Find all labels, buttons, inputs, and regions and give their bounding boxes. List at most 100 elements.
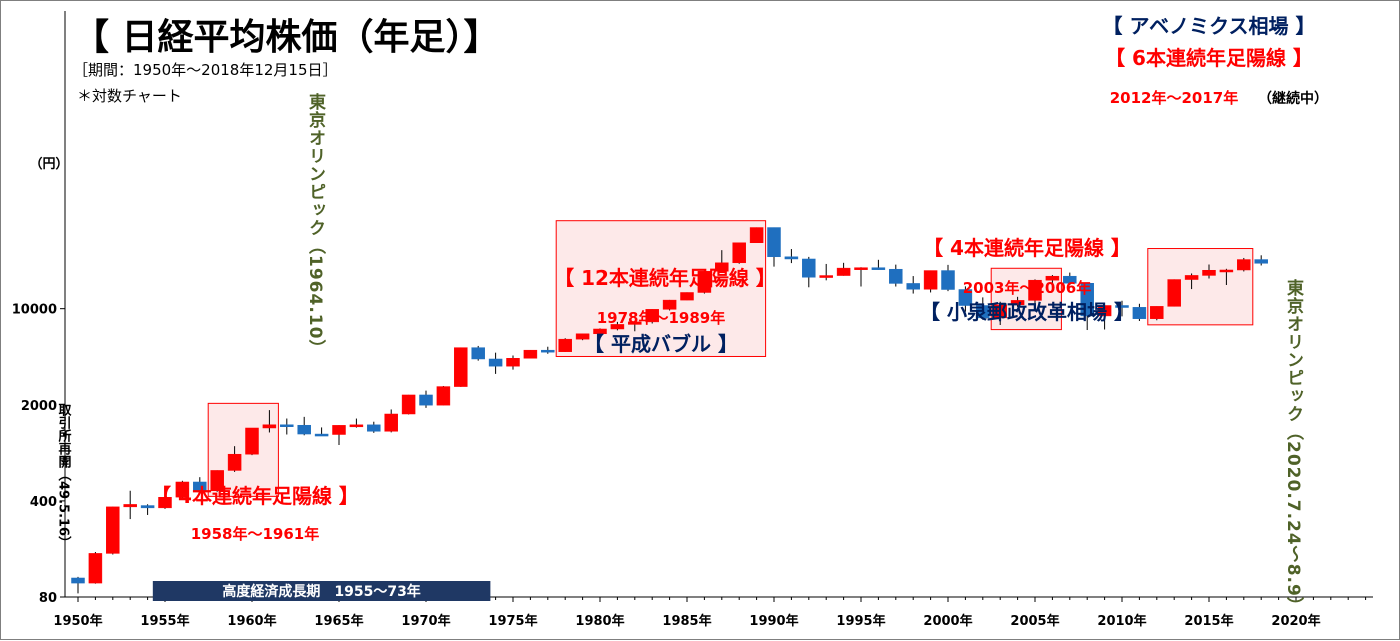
candle-1973	[471, 345, 485, 361]
candle-1980	[593, 328, 607, 335]
candle-body-down	[71, 577, 85, 584]
candle-1989	[749, 227, 764, 244]
x-tick-label: 2015年	[1184, 613, 1233, 629]
candle-1999	[923, 270, 938, 293]
candle-1962	[280, 418, 294, 435]
candle-body-up	[593, 328, 607, 335]
candle-1957	[193, 477, 207, 492]
candle-1988	[732, 242, 746, 264]
candle-body-down	[541, 349, 555, 353]
log-note: ＊対数チャート	[77, 87, 182, 105]
candle-body-down	[471, 347, 485, 360]
koizumi-period: 2003年～2006年	[963, 279, 1092, 297]
candle-1982	[628, 321, 642, 332]
candle-body-down	[367, 424, 381, 432]
candle-2016	[1219, 268, 1234, 286]
candle-1998	[906, 276, 920, 294]
x-tick-label: 1980年	[575, 613, 624, 629]
candle-body-down	[1132, 307, 1147, 319]
candle-1986	[697, 270, 712, 294]
x-tick-label: 1995年	[836, 613, 885, 629]
candle-body-up	[575, 333, 590, 340]
candle-2018	[1254, 255, 1268, 266]
candle-body-up	[158, 497, 172, 509]
candle-1964	[314, 427, 329, 437]
candle-1969	[401, 394, 416, 415]
candle-1994	[836, 262, 851, 276]
candle-body-down	[906, 283, 920, 290]
candle-body-up	[454, 347, 468, 387]
bull1-period: 1958年～1961年	[191, 525, 320, 543]
x-tick-label: 1965年	[314, 613, 363, 629]
candle-1951	[88, 551, 103, 584]
candle-1975	[506, 355, 520, 370]
candle-body-down	[419, 394, 433, 406]
candle-2010	[1115, 300, 1129, 317]
x-tick-label: 2000年	[923, 613, 972, 629]
candle-body-up	[819, 275, 833, 278]
candle-1996	[871, 259, 886, 270]
candle-body-up	[749, 227, 764, 244]
candle-2011	[1132, 303, 1147, 322]
candle-1950	[71, 576, 85, 594]
candle-body-down	[958, 289, 973, 306]
y-tick-label: 80	[39, 591, 57, 606]
candle-2007	[1063, 272, 1077, 286]
candle-body-up	[175, 481, 190, 498]
candle-body-up	[227, 453, 242, 471]
candle-body-up	[610, 324, 625, 330]
candle-2014	[1184, 273, 1199, 290]
abenomics-ongoing: （継続中）	[1258, 90, 1328, 107]
candle-2008	[1080, 283, 1094, 331]
candle-1995	[854, 267, 868, 287]
bubble-name: 【 平成バブル 】	[584, 332, 738, 356]
candle-2003	[993, 301, 1007, 326]
candle-body-down	[941, 270, 955, 290]
candle-1997	[889, 264, 903, 287]
candle-body-up	[436, 386, 451, 406]
candle-body-up	[106, 506, 120, 554]
candle-body-up	[245, 427, 259, 455]
candle-1966	[349, 418, 364, 428]
candle-body-up	[1184, 275, 1199, 280]
candle-1993	[819, 263, 833, 281]
candle-body-up	[993, 304, 1007, 319]
candle-1981	[610, 321, 625, 331]
candle-body-up	[384, 413, 398, 432]
candle-body-up	[1045, 275, 1060, 281]
candle-body-up	[210, 470, 224, 492]
candle-body-down	[1115, 305, 1129, 308]
candle-body-down	[976, 305, 990, 319]
candle-body-up	[88, 553, 103, 584]
candle-2012	[1150, 306, 1164, 321]
candle-1984	[662, 299, 677, 311]
candle-body-down	[784, 256, 799, 260]
candle-body-down	[193, 481, 207, 492]
candle-1955	[158, 497, 172, 509]
bull1-label: 【 4本連続年足陽線 】	[151, 484, 359, 508]
candle-1963	[297, 416, 311, 436]
candle-1971	[436, 385, 451, 406]
candle-body-down	[1254, 259, 1268, 264]
chart-title: 【 日経平均株価（年足）】	[73, 17, 500, 58]
candle-1952	[106, 506, 120, 555]
candle-body-up	[401, 394, 416, 415]
candle-1972	[454, 347, 468, 387]
y-unit-label: （円）	[29, 156, 68, 172]
candle-2001	[958, 286, 973, 312]
candle-1979	[575, 333, 590, 341]
candle-1985	[680, 292, 694, 301]
candle-1956	[175, 480, 190, 498]
candle-body-down	[871, 267, 886, 270]
candle-1954	[140, 504, 155, 515]
candle-body-down	[280, 424, 294, 427]
x-tick-label: 2010年	[1097, 613, 1146, 629]
candle-body-up	[645, 309, 659, 323]
candle-body-up	[349, 424, 364, 428]
candle-body-down	[1063, 275, 1077, 284]
bubble-period: 1978年～1989年	[597, 309, 726, 327]
x-tick-label: 2005年	[1010, 613, 1059, 629]
x-tick-label: 1975年	[488, 613, 537, 629]
koizumi-name: 【 小泉郵政改革相場 】	[920, 300, 1134, 324]
